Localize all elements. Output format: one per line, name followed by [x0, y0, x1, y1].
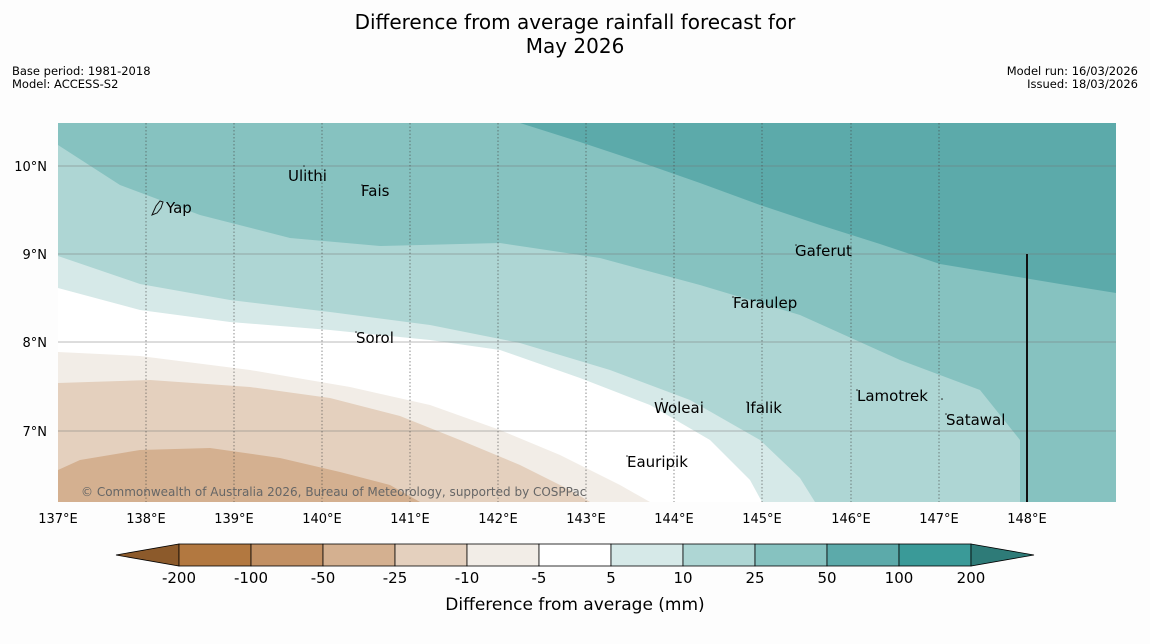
lon-tick: 148°E — [1007, 512, 1047, 527]
lon-tick: 138°E — [126, 512, 166, 527]
colorbar-tick: -10 — [455, 569, 480, 587]
atoll-dot — [746, 401, 748, 403]
colorbar-swatch — [898, 543, 972, 567]
place-satawal: Satawal — [946, 411, 1005, 429]
colorbar-swatch — [178, 543, 252, 567]
colorbar-swatch — [754, 543, 828, 567]
atoll-dot — [795, 244, 797, 246]
colorbar-tick: -100 — [234, 569, 268, 587]
yap-island-outline — [151, 200, 164, 216]
metadata-right: Model run: 16/03/2026 Issued: 18/03/2026 — [1007, 65, 1138, 91]
colorbar-tick: -50 — [311, 569, 336, 587]
colorbar — [115, 543, 1035, 567]
place-fais: Fais — [361, 182, 390, 200]
lat-tick: 8°N — [23, 336, 48, 351]
place-ulithi: Ulithi — [288, 167, 327, 185]
atoll-dot — [941, 398, 943, 400]
atoll-dot — [945, 413, 947, 415]
colorbar-extend-low — [115, 543, 180, 567]
lon-tick: 142°E — [478, 512, 518, 527]
place-ifalik: Ifalik — [746, 399, 782, 417]
lat-tick: 9°N — [23, 248, 48, 263]
colorbar-tick: 100 — [885, 569, 914, 587]
place-lamotrek: Lamotrek — [857, 387, 928, 405]
metadata-left: Base period: 1981-2018 Model: ACCESS-S2 — [12, 65, 151, 91]
colorbar-tick: -25 — [383, 569, 408, 587]
model-run: Model run: 16/03/2026 — [1006, 64, 1138, 78]
chart-title: Difference from average rainfall forecas… — [0, 10, 1150, 58]
atoll-dot — [626, 455, 628, 457]
colorbar-extend-high — [970, 543, 1035, 567]
atoll-dot — [732, 296, 734, 298]
colorbar-swatch — [394, 543, 468, 567]
title-line-2: May 2026 — [525, 34, 625, 58]
place-gaferut: Gaferut — [795, 242, 852, 260]
lon-tick: 147°E — [919, 512, 959, 527]
atoll-dot — [856, 389, 858, 391]
lat-tick: 10°N — [14, 160, 47, 175]
title-line-1: Difference from average rainfall forecas… — [354, 10, 796, 34]
gridlines — [58, 123, 1116, 502]
colorbar-tick: 50 — [817, 569, 836, 587]
lat-tick: 7°N — [23, 425, 48, 440]
lat-axis: 10°N 9°N 8°N 7°N — [14, 160, 47, 440]
colorbar-swatch — [466, 543, 540, 567]
band-minus50-minus25 — [58, 448, 420, 502]
colorbar-label: Difference from average (mm) — [445, 595, 704, 615]
map-area — [58, 123, 1116, 502]
atoll-dot — [355, 331, 357, 333]
issued-date: Issued: 18/03/2026 — [1027, 77, 1138, 91]
colorbar-tick: 25 — [745, 569, 764, 587]
lon-tick: 146°E — [831, 512, 871, 527]
atoll-dot — [303, 165, 305, 167]
colorbar-swatch — [610, 543, 684, 567]
colorbar-swatch — [538, 543, 612, 567]
place-faraulep: Faraulep — [733, 294, 797, 312]
atoll-dot — [661, 398, 663, 400]
model-name: Model: ACCESS-S2 — [12, 77, 119, 91]
lon-axis: 137°E 138°E 139°E 140°E 141°E 142°E 143°… — [38, 512, 1047, 527]
colorbar-swatch — [322, 543, 396, 567]
colorbar-swatch — [250, 543, 324, 567]
colorbar-tick: 200 — [957, 569, 986, 587]
lon-tick: 137°E — [38, 512, 78, 527]
lon-tick: 141°E — [390, 512, 430, 527]
place-yap: Yap — [165, 199, 192, 217]
lon-tick: 145°E — [742, 512, 782, 527]
colorbar-ticks: -200 -100 -50 -25 -10 -5 5 10 25 50 100 … — [162, 569, 985, 587]
lon-tick: 143°E — [566, 512, 606, 527]
atoll-dots — [303, 165, 947, 457]
place-woleai: Woleai — [654, 399, 704, 417]
colorbar-tick: -5 — [532, 569, 547, 587]
lon-tick: 144°E — [654, 512, 694, 527]
base-period: Base period: 1981-2018 — [12, 64, 151, 78]
colorbar-swatch — [682, 543, 756, 567]
band-50-100 — [520, 123, 1116, 293]
colorbar-tick: 10 — [673, 569, 692, 587]
colorbar-tick: -200 — [162, 569, 196, 587]
place-sorol: Sorol — [356, 329, 394, 347]
atoll-dot — [361, 184, 363, 186]
lon-tick: 139°E — [214, 512, 254, 527]
colorbar-tick: 5 — [606, 569, 616, 587]
place-eauripik: Eauripik — [627, 453, 688, 471]
colorbar-swatch — [826, 543, 900, 567]
place-labels: Yap Ulithi Fais Gaferut Faraulep Sorol W… — [165, 167, 1005, 471]
copyright-notice: © Commonwealth of Australia 2026, Bureau… — [81, 485, 586, 499]
lon-tick: 140°E — [302, 512, 342, 527]
